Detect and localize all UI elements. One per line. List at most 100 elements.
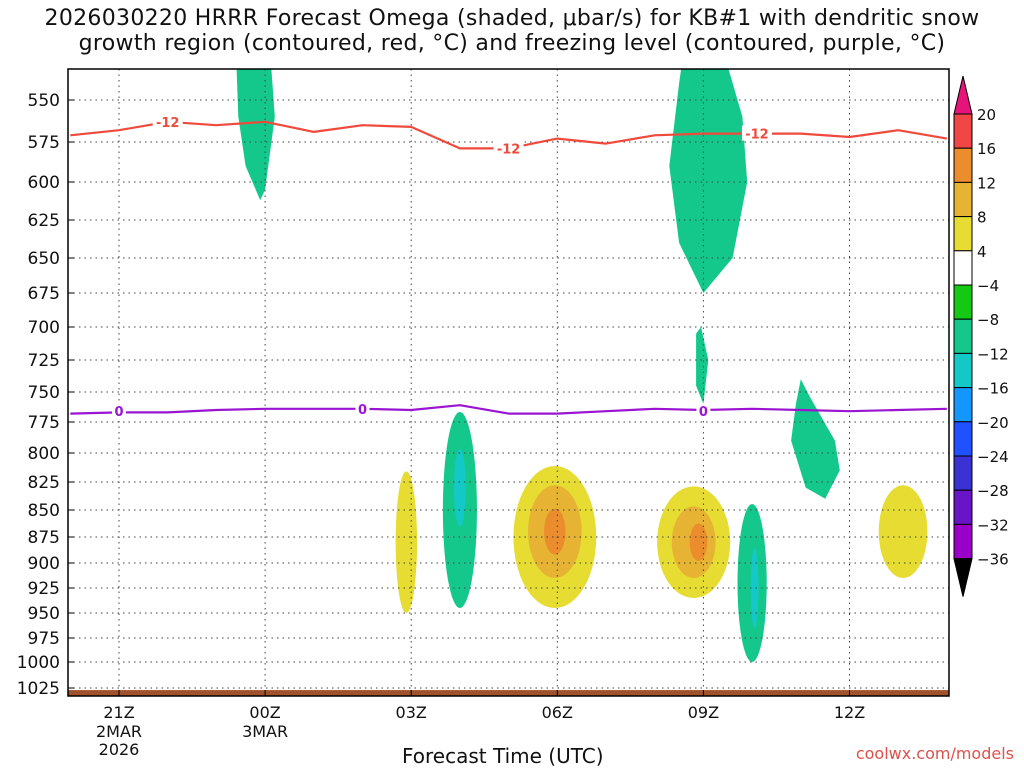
x-tick-label: 12Z xyxy=(834,703,865,722)
colorbar-swatch xyxy=(953,387,973,423)
x-tick-label: 06Z xyxy=(542,703,573,722)
downward-motion-region xyxy=(204,404,329,633)
x-tick-sublabel: 2MAR xyxy=(96,722,142,741)
colorbar-label: 8 xyxy=(977,209,987,227)
upward-motion-region xyxy=(669,69,748,293)
x-tick-label: 03Z xyxy=(396,703,427,722)
omega-shading xyxy=(68,50,949,696)
y-tick-label: 550 xyxy=(28,91,60,111)
colorbar-swatch xyxy=(953,113,973,149)
y-tick-label: 575 xyxy=(28,133,60,153)
downward-motion-region xyxy=(839,69,908,279)
x-tick-sublabel: 2026 xyxy=(99,740,140,759)
colorbar-label: −12 xyxy=(977,345,1009,363)
dendritic-growth-contour-label: -12 xyxy=(745,128,769,143)
colorbar-swatch xyxy=(953,181,973,218)
colorbar-under-arrow xyxy=(953,558,973,597)
chart-title-line-1: 2026030220 HRRR Forecast Omega (shaded, … xyxy=(44,6,980,31)
downward-motion-region xyxy=(689,523,708,561)
y-tick-label: 1000 xyxy=(17,653,60,673)
dendritic-growth-contour-label: -12 xyxy=(156,116,180,131)
grid-lines xyxy=(68,69,949,696)
colorbar-label: −28 xyxy=(977,482,1009,500)
x-axis-title: Forecast Time (UTC) xyxy=(402,744,604,768)
y-tick-label: 675 xyxy=(28,284,60,304)
upward-motion-region xyxy=(236,69,275,201)
colorbar-swatch xyxy=(953,318,973,354)
downward-motion-region xyxy=(793,553,809,643)
colorbar-swatch xyxy=(953,250,973,286)
colorbar-swatch xyxy=(953,489,973,525)
freezing-level-contour-label: 0 xyxy=(699,405,708,420)
freezing-level-contour-label-bg xyxy=(696,403,711,419)
y-tick-label: 775 xyxy=(28,413,60,433)
freezing-level-contour-label-bg xyxy=(112,403,126,419)
dendritic-growth-contour-label-bg xyxy=(493,140,524,156)
upward-motion-region xyxy=(750,548,759,628)
downward-motion-region xyxy=(878,485,928,578)
ground-surface xyxy=(68,690,949,696)
plot-frame xyxy=(67,68,950,697)
x-tick-sublabel: 3MAR xyxy=(242,722,288,741)
colorbar-swatch xyxy=(953,523,973,560)
freezing-level-contour xyxy=(70,404,947,415)
colorbar-label: −4 xyxy=(977,277,999,295)
downward-motion-region xyxy=(304,69,337,158)
colorbar-label: −32 xyxy=(977,516,1009,534)
colorbar-swatch xyxy=(953,352,973,389)
colorbar-label: −20 xyxy=(977,414,1009,432)
colorbar-over-arrow xyxy=(953,75,973,115)
dendritic-growth-contour-label-bg xyxy=(152,113,183,129)
credit-text: coolwx.com/models xyxy=(855,744,1014,763)
colorbar-swatch xyxy=(953,216,973,252)
y-tick-label: 975 xyxy=(28,629,60,649)
downward-motion-region xyxy=(152,523,184,613)
colorbar-swatch xyxy=(953,284,973,320)
y-tick-label: 625 xyxy=(28,211,60,231)
downward-motion-region xyxy=(752,346,760,398)
colorbar-label: −8 xyxy=(977,311,999,329)
colorbar-label: −24 xyxy=(977,448,1009,466)
y-tick-label: 800 xyxy=(28,444,60,464)
y-tick-label: 850 xyxy=(28,501,60,521)
dendritic-growth-contour-label-bg xyxy=(741,125,772,141)
downward-motion-region xyxy=(395,471,418,613)
freezing-level-contour-label: 0 xyxy=(114,405,123,420)
contour-labels: -12 -12 -12 0 0 0 xyxy=(112,113,772,420)
chart-title-line-2: growth region (contoured, red, °C) and f… xyxy=(78,31,946,56)
upward-motion-region xyxy=(454,449,466,527)
downward-motion-region xyxy=(544,508,566,555)
y-tick-label: 1025 xyxy=(17,679,60,699)
y-tick-label: 700 xyxy=(28,318,60,338)
colorbar-label: 20 xyxy=(977,106,996,124)
freezing-level-contour-label-bg xyxy=(355,400,370,416)
dendritic-growth-contour-label: -12 xyxy=(497,142,521,157)
colorbar: 20 16 12 8 4 −4 −8 −12 −16 −20 −24 −28 −32 −36 xyxy=(953,75,1009,597)
colorbar-label: −16 xyxy=(977,380,1009,398)
x-tick-label: 09Z xyxy=(688,703,719,722)
freezing-level-contour-label: 0 xyxy=(358,403,367,418)
y-tick-label: 750 xyxy=(28,383,60,403)
y-tick-label: 900 xyxy=(28,554,60,574)
x-tick-label: 21Z xyxy=(103,703,134,722)
y-axis: 550 575 600 625 650 675 700 725 750 775 800 825 850 8… xyxy=(17,91,74,699)
colorbar-label: 12 xyxy=(977,174,996,192)
y-tick-label: 650 xyxy=(28,249,60,269)
upward-motion-region xyxy=(117,50,168,62)
colorbar-swatch xyxy=(953,421,973,457)
y-tick-label: 875 xyxy=(28,528,60,548)
colorbar-label: −36 xyxy=(977,551,1009,569)
colorbar-swatch xyxy=(953,455,973,491)
y-tick-label: 825 xyxy=(28,473,60,493)
colorbar-label: 16 xyxy=(977,140,996,158)
colorbar-swatch xyxy=(953,147,973,183)
x-tick-label: 00Z xyxy=(249,703,280,722)
y-tick-label: 950 xyxy=(28,604,60,624)
colorbar-label: 4 xyxy=(977,243,987,261)
y-tick-label: 725 xyxy=(28,351,60,371)
y-tick-label: 925 xyxy=(28,579,60,599)
y-tick-label: 600 xyxy=(28,173,60,193)
upward-motion-region xyxy=(696,327,709,404)
